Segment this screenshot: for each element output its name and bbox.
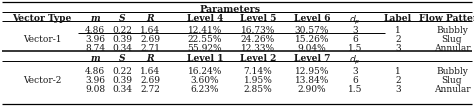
Text: Level 2: Level 2 [240,54,276,63]
Text: 3.60%: 3.60% [191,76,219,85]
Text: Level 6: Level 6 [294,14,330,23]
Text: Bubbly: Bubbly [436,67,468,76]
Text: 3: 3 [395,44,401,53]
Text: S: S [118,14,125,23]
Text: 3: 3 [352,67,358,76]
Text: m: m [90,14,100,23]
Text: Vector-2: Vector-2 [23,76,61,85]
Text: 1: 1 [395,67,401,76]
Text: 2.90%: 2.90% [298,85,326,94]
Text: 1.5: 1.5 [348,85,362,94]
Text: 4.86: 4.86 [85,67,105,76]
Text: Flow Pattern: Flow Pattern [419,14,474,23]
Text: 1: 1 [395,26,401,35]
Text: Vector-1: Vector-1 [23,35,61,44]
Text: 0.22: 0.22 [112,26,132,35]
Text: 3.96: 3.96 [85,76,105,85]
Text: 8.74: 8.74 [85,44,105,53]
Text: 3.96: 3.96 [85,35,105,44]
Text: Slug: Slug [442,35,462,44]
Text: m: m [90,54,100,63]
Text: 2.69: 2.69 [140,35,160,44]
Text: 13.84%: 13.84% [295,76,329,85]
Text: 16.73%: 16.73% [241,26,275,35]
Text: S: S [118,54,125,63]
Text: 0.22: 0.22 [112,67,132,76]
Text: Level 7: Level 7 [294,54,330,63]
Text: 0.34: 0.34 [112,85,132,94]
Text: 1.95%: 1.95% [244,76,273,85]
Text: 22.55%: 22.55% [188,35,222,44]
Text: R: R [146,54,154,63]
Text: R: R [146,14,154,23]
Text: 12.41%: 12.41% [188,26,222,35]
Text: Vector Type: Vector Type [12,14,72,23]
Text: 16.24%: 16.24% [188,67,222,76]
Text: 15.26%: 15.26% [295,35,329,44]
Text: 12.33%: 12.33% [241,44,275,53]
Text: $d_p$: $d_p$ [349,54,361,67]
Text: 30.57%: 30.57% [295,26,329,35]
Text: 6: 6 [352,35,358,44]
Text: Annular: Annular [434,44,470,53]
Text: 4.86: 4.86 [85,26,105,35]
Text: 12.95%: 12.95% [295,67,329,76]
Text: 2.69: 2.69 [140,76,160,85]
Text: 3: 3 [352,26,358,35]
Text: 7.14%: 7.14% [244,67,273,76]
Text: 2.85%: 2.85% [244,85,273,94]
Text: 6.23%: 6.23% [191,85,219,94]
Text: Label: Label [384,14,412,23]
Text: 0.39: 0.39 [112,76,132,85]
Text: 6: 6 [352,76,358,85]
Text: Parameters: Parameters [200,6,261,15]
Text: 2.72: 2.72 [140,85,160,94]
Text: 1.64: 1.64 [140,26,160,35]
Text: Bubbly: Bubbly [436,26,468,35]
Text: 55.92%: 55.92% [188,44,222,53]
Text: 0.39: 0.39 [112,35,132,44]
Text: 1.5: 1.5 [348,44,362,53]
Text: $d_p$: $d_p$ [349,14,361,27]
Text: Level 5: Level 5 [240,14,276,23]
Text: 2.71: 2.71 [140,44,160,53]
Text: 24.26%: 24.26% [241,35,275,44]
Text: 0.34: 0.34 [112,44,132,53]
Text: 1.64: 1.64 [140,67,160,76]
Text: 3: 3 [395,85,401,94]
Text: 2: 2 [395,76,401,85]
Text: Level 4: Level 4 [187,14,223,23]
Text: 9.08: 9.08 [85,85,105,94]
Text: Slug: Slug [442,76,462,85]
Text: Annular: Annular [434,85,470,94]
Text: 9.04%: 9.04% [298,44,327,53]
Text: Level 1: Level 1 [187,54,223,63]
Text: 2: 2 [395,35,401,44]
